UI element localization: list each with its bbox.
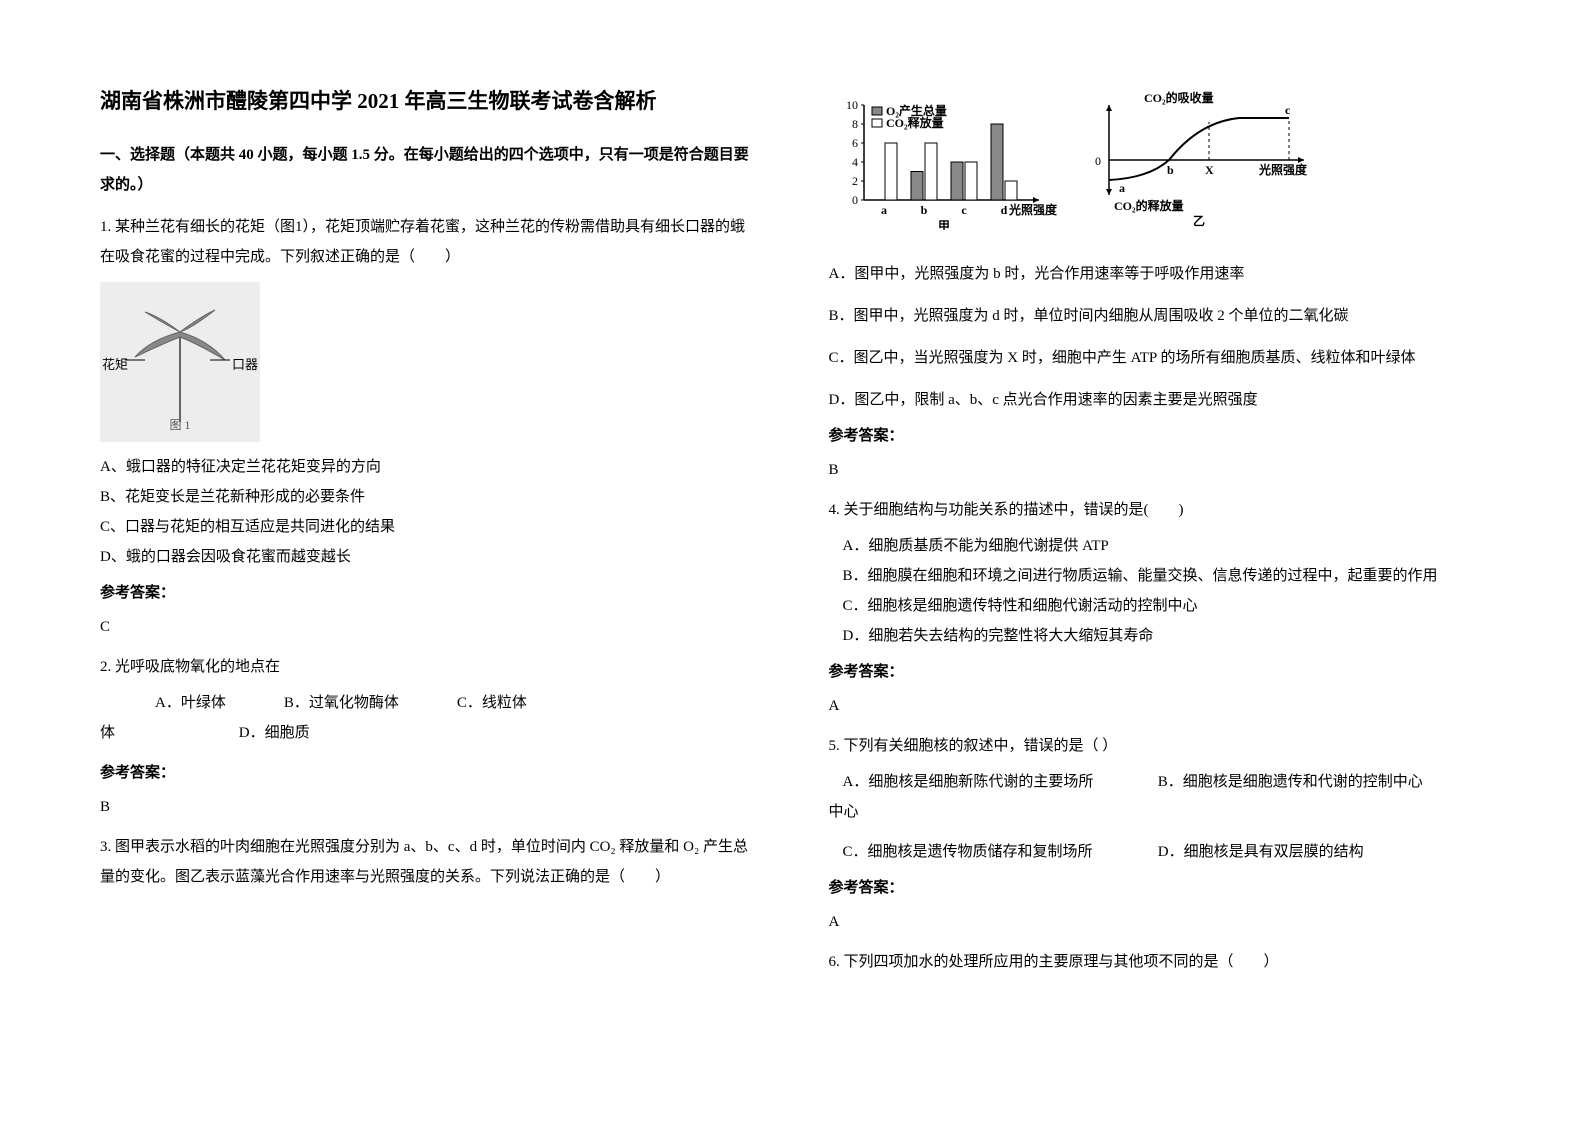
q5-option-d: D．细胞核是具有双层膜的结构 — [1158, 837, 1487, 867]
svg-text:b: b — [920, 203, 927, 217]
q2-option-b: B．过氧化物酶体 — [284, 688, 399, 718]
q2-answer-label: 参考答案： — [100, 758, 759, 788]
q1-option-b: B、花矩变长是兰花新种形成的必要条件 — [100, 482, 759, 512]
svg-text:4: 4 — [852, 155, 858, 169]
q2-answer: B — [100, 792, 759, 822]
svg-text:光照强度: 光照强度 — [1008, 202, 1058, 217]
q5-text: 5. 下列有关细胞核的叙述中，错误的是（ ） — [829, 731, 1488, 761]
q3-option-a: A．图甲中，光照强度为 b 时，光合作用速率等于呼吸作用速率 — [829, 259, 1488, 289]
q2-options: A．叶绿体 B．过氧化物酶体 C．线粒体 — [100, 688, 759, 718]
svg-text:a: a — [1119, 181, 1125, 195]
q2-option-d: D．细胞质 — [239, 725, 310, 741]
section-heading: 一、选择题（本题共 40 小题，每小题 1.5 分。在每小题给出的四个选项中，只… — [100, 140, 759, 200]
q3-answer: B — [829, 455, 1488, 485]
q2-text: 2. 光呼吸底物氧化的地点在 — [100, 652, 759, 682]
q5-option-b-cont: 中心 — [829, 797, 1488, 827]
q1-answer: C — [100, 612, 759, 642]
q3-chart-jia: 0246810O₂产生总量CO₂释放量abcd光照强度甲 — [829, 90, 1069, 241]
q3-charts: 0246810O₂产生总量CO₂释放量abcd光照强度甲 abXc光照强度CO₂… — [829, 90, 1488, 241]
q1-figure-label-right: 口器 — [232, 352, 258, 378]
q1-text: 1. 某种兰花有细长的花矩（图1），花矩顶端贮存着花蜜，这种兰花的传粉需借助具有… — [100, 212, 759, 272]
q4-answer-label: 参考答案： — [829, 657, 1488, 687]
svg-text:乙: 乙 — [1192, 214, 1204, 228]
svg-text:0: 0 — [1095, 154, 1101, 168]
svg-text:CO₂的吸收量: CO₂的吸收量 — [1144, 90, 1214, 105]
q3-option-d: D．图乙中，限制 a、b、c 点光合作用速率的因素主要是光照强度 — [829, 385, 1488, 415]
svg-text:6: 6 — [852, 136, 858, 150]
q5-answer-label: 参考答案： — [829, 873, 1488, 903]
svg-text:10: 10 — [846, 98, 858, 112]
q1-option-a: A、蛾口器的特征决定兰花花矩变异的方向 — [100, 452, 759, 482]
q2-option-c-cont: 体 — [100, 725, 115, 741]
svg-text:CO₂的释放量: CO₂的释放量 — [1114, 198, 1184, 213]
q1-option-c: C、口器与花矩的相互适应是共同进化的结果 — [100, 512, 759, 542]
svg-text:0: 0 — [852, 193, 858, 207]
q1-figure-label-left: 花矩 — [102, 352, 128, 378]
right-column: 0246810O₂产生总量CO₂释放量abcd光照强度甲 abXc光照强度CO₂… — [829, 80, 1488, 1042]
q3-option-c: C．图乙中，当光照强度为 X 时，细胞中产生 ATP 的场所有细胞质基质、线粒体… — [829, 343, 1488, 373]
svg-text:8: 8 — [852, 117, 858, 131]
q4-option-a: A．细胞质基质不能为细胞代谢提供 ATP — [829, 531, 1488, 561]
svg-text:c: c — [961, 203, 967, 217]
q1-answer-label: 参考答案： — [100, 578, 759, 608]
q4-option-b: B．细胞膜在细胞和环境之间进行物质运输、能量交换、信息传递的过程中，起重要的作用 — [829, 561, 1488, 591]
left-column: 湖南省株洲市醴陵第四中学 2021 年高三生物联考试卷含解析 一、选择题（本题共… — [100, 80, 759, 1042]
q5-option-c: C．细胞核是遗传物质储存和复制场所 — [829, 837, 1158, 867]
q3-chart-yi: a b Xc 光照强度 CO₂的吸收量 CO₂的释放量乙 0 — [1089, 90, 1329, 241]
q4-text: 4. 关于细胞结构与功能关系的描述中，错误的是( ) — [829, 495, 1488, 525]
q5-option-a: A．细胞核是细胞新陈代谢的主要场所 — [829, 767, 1158, 797]
svg-text:甲: 甲 — [937, 219, 949, 230]
svg-text:a: a — [881, 203, 887, 217]
q1-figure-caption: 图 1 — [169, 413, 190, 437]
q3-text: 3. 图甲表示水稻的叶肉细胞在光照强度分别为 a、b、c、d 时，单位时间内 C… — [100, 832, 759, 892]
q6-text: 6. 下列四项加水的处理所应用的主要原理与其他项不同的是（ ） — [829, 947, 1488, 977]
svg-text:X: X — [1205, 163, 1214, 177]
q3-option-b: B．图甲中，光照强度为 d 时，单位时间内细胞从周围吸收 2 个单位的二氧化碳 — [829, 301, 1488, 331]
q5-option-b: B．细胞核是细胞遗传和代谢的控制中心 — [1158, 767, 1487, 797]
q4-option-c: C．细胞核是细胞遗传特性和细胞代谢活动的控制中心 — [829, 591, 1488, 621]
svg-text:c: c — [1285, 103, 1291, 117]
q2-option-a: A．叶绿体 — [155, 688, 226, 718]
q5-answer: A — [829, 907, 1488, 937]
svg-text:d: d — [1000, 203, 1007, 217]
svg-text:CO₂释放量: CO₂释放量 — [886, 115, 944, 130]
document-title: 湖南省株洲市醴陵第四中学 2021 年高三生物联考试卷含解析 — [100, 80, 759, 122]
svg-text:2: 2 — [852, 174, 858, 188]
svg-text:b: b — [1167, 163, 1174, 177]
q1-figure: 花矩 口器 图 1 — [100, 282, 260, 442]
q3-answer-label: 参考答案： — [829, 421, 1488, 451]
svg-text:光照强度: 光照强度 — [1258, 162, 1308, 177]
q4-option-d: D．细胞若失去结构的完整性将大大缩短其寿命 — [829, 621, 1488, 651]
q4-answer: A — [829, 691, 1488, 721]
q1-option-d: D、蛾的口器会因吸食花蜜而越变越长 — [100, 542, 759, 572]
q2-option-c: C．线粒体 — [457, 688, 527, 718]
